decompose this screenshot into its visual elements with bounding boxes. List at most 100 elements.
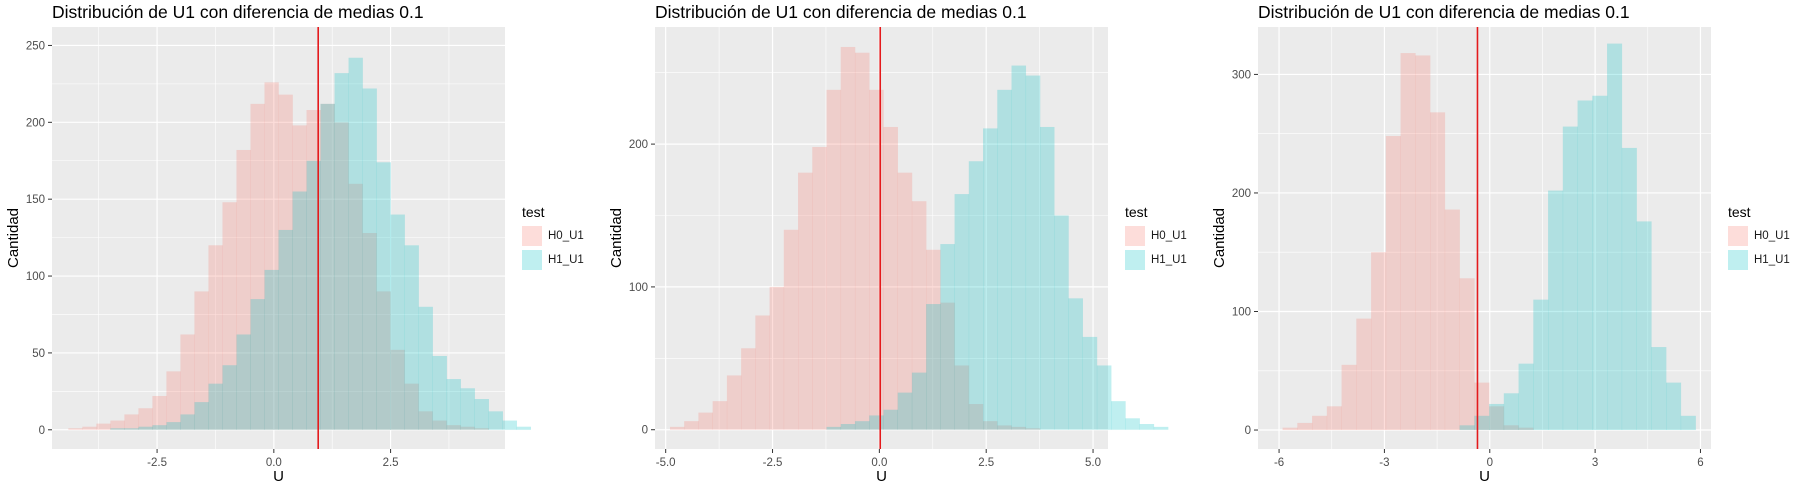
histogram-bar-H1_U1	[1153, 426, 1169, 430]
histogram-bar-H0_U1	[983, 421, 998, 430]
legend-key-h0-swatch	[1728, 226, 1748, 246]
histogram-bar-H0_U1	[152, 395, 167, 430]
histogram-bar-H1_U1	[1459, 425, 1475, 431]
histogram-bar-H1_U1	[516, 426, 531, 430]
histogram-bar-H0_U1	[334, 122, 349, 430]
histogram-bar-H0_U1	[968, 404, 984, 430]
histogram-bar-H0_U1	[840, 46, 856, 430]
histogram-bar-H1_U1	[264, 269, 279, 430]
histogram-bar-H0_U1	[1011, 426, 1027, 430]
histogram-bar-H0_U1	[897, 172, 913, 430]
x-axis-label: U	[273, 468, 284, 485]
histogram-bar-H1_U1	[432, 355, 447, 430]
histogram-bar-H0_U1	[911, 201, 927, 430]
histogram-bar-H0_U1	[940, 302, 955, 430]
histogram-bar-H1_U1	[926, 304, 941, 430]
histogram-bar-H1_U1	[1548, 190, 1564, 431]
histogram-bar-H1_U1	[334, 73, 349, 430]
y-tick-label: 100	[629, 282, 648, 294]
histogram-bar-H0_U1	[194, 291, 209, 430]
histogram-bar-H1_U1	[474, 399, 489, 430]
histogram-bar-H0_U1	[684, 421, 699, 430]
histogram-bar-H0_U1	[124, 414, 139, 430]
chart-panel-1: 0 50 100 150 200 250 -2.5 0.0 2.5 U Cantidad Distr…	[0, 0, 603, 489]
histogram-bar-H0_U1	[460, 426, 475, 430]
histogram-bar-H0_U1	[320, 103, 335, 430]
histogram-bar-H1_U1	[1680, 415, 1696, 431]
histogram-bar-H0_U1	[306, 110, 321, 430]
legend-key-h1-swatch	[1728, 250, 1748, 270]
histogram-bar-H1_U1	[1666, 382, 1682, 431]
legend-item-h1: H1_U1	[522, 248, 584, 272]
histogram-bar-H1_U1	[1518, 363, 1534, 431]
histogram-bar-H1_U1	[460, 388, 475, 430]
histogram-bar-H0_U1	[250, 103, 265, 430]
histogram-bar-H1_U1	[1068, 298, 1083, 430]
y-tick-label: 300	[1232, 69, 1251, 81]
histogram-bar-H1_U1	[897, 392, 913, 430]
histogram-bar-H1_U1	[954, 194, 970, 430]
histogram-bar-H0_U1	[96, 423, 111, 430]
histogram-bar-H0_U1	[783, 229, 799, 430]
histogram-bar-H1_U1	[222, 365, 237, 430]
legend-key-h1-swatch	[522, 250, 542, 270]
histogram-bar-H0_U1	[348, 183, 363, 430]
histogram-bar-H1_U1	[194, 402, 209, 430]
y-tick-label: 0	[1245, 425, 1251, 437]
histogram-bar-H0_U1	[812, 146, 827, 430]
histogram-bar-H1_U1	[1125, 418, 1140, 430]
histogram-bar-H0_U1	[1341, 364, 1357, 431]
histogram-bar-H0_U1	[1503, 425, 1519, 431]
y-axis-label: Cantidad	[5, 208, 22, 268]
histogram-bar-H0_U1	[1400, 53, 1416, 431]
histogram-bar-H1_U1	[138, 426, 153, 430]
histogram-bar-H0_U1	[926, 249, 941, 430]
y-tick-label: 200	[1232, 188, 1251, 200]
histogram-bar-H1_U1	[320, 103, 335, 430]
chart-panel-2: 0 100 200 -5.0 -2.5 0.0 2.5 5.0 U Cantidad Distri…	[603, 0, 1206, 489]
histogram-bar-H0_U1	[264, 82, 279, 430]
x-tick-label: -2.5	[763, 457, 783, 469]
chart-1-title: Distribución de U1 con diferencia de med…	[52, 2, 424, 22]
plot-background	[655, 27, 1108, 449]
histogram-bar-H1_U1	[1011, 65, 1027, 430]
chart-panel-3: 0 100 200 300 -6 -3 0 3 6 U Cantidad Distribución …	[1206, 0, 1809, 489]
histogram-bar-H1_U1	[1577, 100, 1593, 431]
histogram-bar-H1_U1	[1636, 221, 1652, 431]
histogram-bar-H0_U1	[376, 291, 391, 430]
x-axis-label: U	[1479, 468, 1490, 485]
legend-label-h1: H1_U1	[1754, 254, 1790, 266]
histogram-bar-H1_U1	[446, 379, 461, 430]
histogram-bar-H0_U1	[222, 202, 237, 430]
histogram-bar-H1_U1	[110, 428, 125, 430]
histogram-bar-H1_U1	[250, 299, 265, 430]
histogram-bar-H0_U1	[1326, 406, 1342, 431]
legend-item-h0: H0_U1	[1728, 224, 1790, 248]
x-tick-label: -5.0	[656, 457, 676, 469]
histogram-bar-H0_U1	[1297, 422, 1313, 431]
histogram-bar-H1_U1	[390, 214, 405, 430]
chart-2-title: Distribución de U1 con diferencia de med…	[655, 2, 1027, 22]
histogram-bar-H1_U1	[404, 245, 419, 430]
histogram-bar-H1_U1	[1039, 126, 1055, 430]
histogram-bar-H0_U1	[292, 125, 307, 430]
histogram-bar-H1_U1	[1651, 347, 1667, 431]
histogram-bar-H0_U1	[1025, 428, 1041, 430]
histogram-bar-H0_U1	[1312, 415, 1328, 431]
chart-3-legend: test H0_U1 H1_U1	[1728, 204, 1790, 272]
histogram-bar-H1_U1	[1621, 147, 1637, 431]
histogram-bar-H0_U1	[236, 149, 251, 430]
histogram-bar-H1_U1	[940, 244, 955, 430]
histogram-bar-H0_U1	[741, 348, 756, 430]
chart-3-title: Distribución de U1 con diferencia de med…	[1258, 2, 1630, 22]
histogram-bar-H0_U1	[726, 375, 742, 430]
legend-title: test	[1728, 204, 1751, 220]
histogram-bar-H1_U1	[418, 306, 433, 430]
histogram-bar-H1_U1	[236, 334, 251, 430]
histogram-bar-H1_U1	[180, 414, 195, 430]
histogram-bar-H0_U1	[166, 371, 181, 430]
histogram-bar-H0_U1	[1415, 55, 1431, 431]
x-tick-label: 6	[1697, 457, 1703, 469]
histogram-bar-H0_U1	[404, 383, 419, 430]
histogram-bar-H1_U1	[840, 424, 856, 430]
